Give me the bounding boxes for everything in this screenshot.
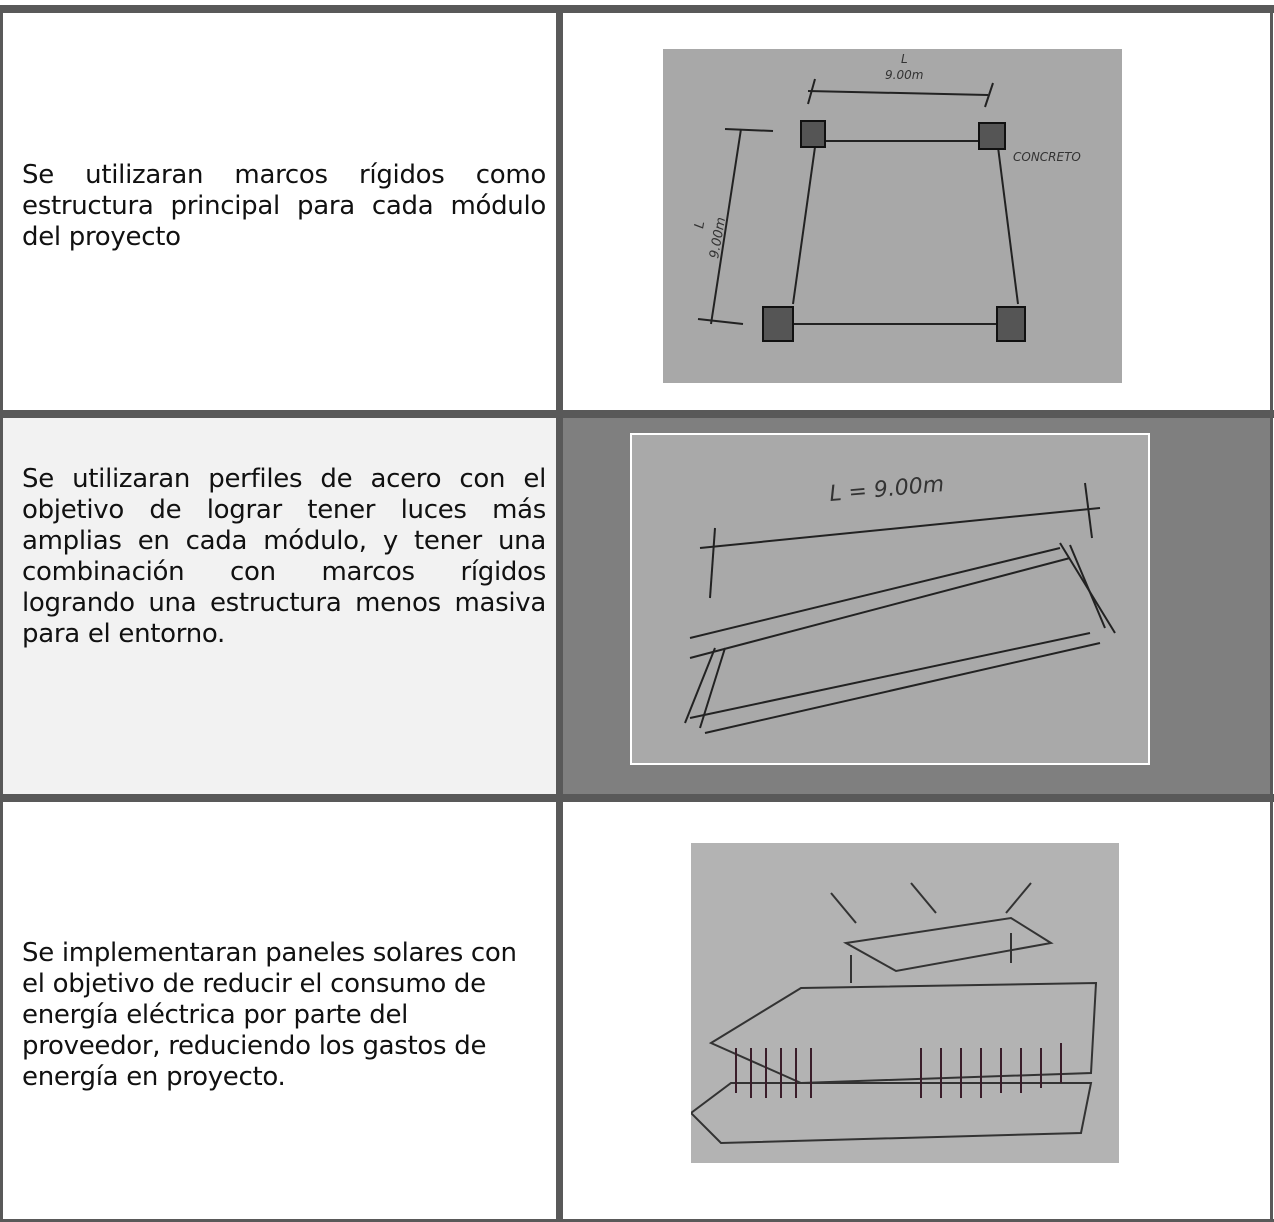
sketch: L = 9.00m: [630, 433, 1150, 765]
cell-text: Se utilizaran perfiles de acero con el o…: [22, 464, 546, 649]
column-divider: [556, 13, 563, 1222]
sketch-label: CONCRETO: [1013, 150, 1081, 164]
cell-text: Se implementaran paneles solares con el …: [22, 938, 517, 1092]
top-border: [0, 5, 1274, 13]
row-divider: [0, 410, 1274, 418]
sketch-label: 9.00m: [707, 216, 729, 260]
cell-text: Se utilizaran marcos rígidos como estruc…: [22, 160, 546, 252]
sketch: L 9.00m CONCRETO L 9.00m: [663, 49, 1122, 383]
sketch: [691, 843, 1119, 1163]
right-border: [1270, 13, 1273, 1222]
sketch-label: L: [692, 220, 708, 230]
sketch-label: 9.00m: [885, 68, 923, 82]
bottom-border: [0, 1219, 1274, 1222]
row-divider: [0, 794, 1274, 802]
cell-bg: [3, 418, 556, 794]
sketch-label: L: [901, 52, 908, 66]
left-border: [0, 13, 3, 1222]
